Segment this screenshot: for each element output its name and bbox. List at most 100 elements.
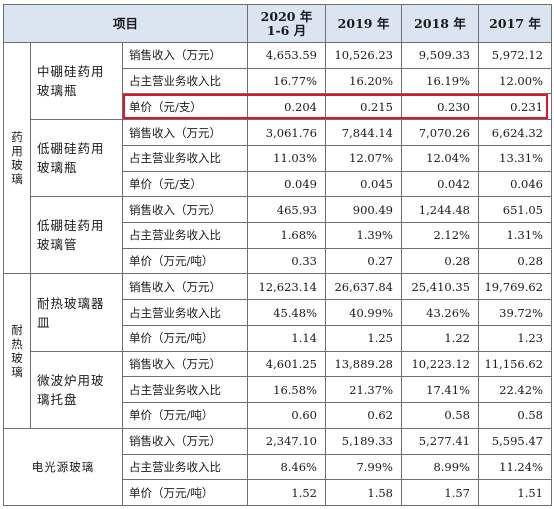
metric-label: 占主营业务收入比	[122, 376, 248, 404]
header-year: 2020 年 1-6 月	[247, 4, 326, 43]
header-year: 2017 年	[478, 4, 552, 43]
header-year-2020: 2020 年 1-6 月	[260, 8, 313, 38]
header-year-2019: 2019 年	[337, 15, 390, 31]
value-cell: 11,156.62	[478, 350, 552, 378]
value-cell: 8.99%	[401, 453, 479, 481]
value-cell: 1.22	[401, 324, 479, 352]
value-cell: 0.046	[478, 170, 552, 198]
category-cell: 药用玻璃	[3, 41, 31, 275]
value-cell: 0.27	[325, 247, 402, 275]
product-name: 微波炉用玻璃托盘	[30, 350, 123, 429]
metric-label: 单价（万元/吨）	[122, 402, 248, 429]
value-cell: 0.33	[247, 247, 326, 275]
value-cell: 651.05	[478, 196, 552, 224]
value-cell: 0.28	[401, 247, 479, 275]
value-cell: 45.48%	[247, 299, 326, 326]
category-cell: 耐热玻璃	[3, 273, 31, 429]
value-cell: 1.39%	[325, 222, 402, 249]
value-cell: 6,624.32	[478, 119, 552, 146]
header-row: 项目 2020 年 1-6 月 2019 年 2018 年 2017 年	[3, 4, 552, 43]
value-cell: 8.46%	[247, 453, 326, 481]
metric-label: 单价（万元/吨）	[122, 247, 248, 275]
value-cell: 12.04%	[401, 144, 479, 172]
value-cell: 465.93	[247, 196, 326, 224]
value-cell: 0.28	[478, 247, 552, 275]
metric-label: 占主营业务收入比	[122, 222, 248, 249]
value-cell: 2,347.10	[247, 427, 326, 455]
table-row: 电光源玻璃 销售收入（万元） 2,347.10 5,189.33 5,277.41 5,5…	[3, 427, 552, 507]
table-row: 占主营业务收入比 8.46% 7.99% 8.99% 11.24%	[4, 453, 552, 481]
metric-label: 销售收入（万元）	[122, 273, 248, 301]
header-year: 2018 年	[401, 4, 479, 43]
category-label: 电光源玻璃	[31, 459, 95, 474]
value-cell: 1.31%	[478, 222, 552, 249]
header-year-2017: 2017 年	[489, 15, 541, 31]
table-row: 药用玻璃 中硼硅药用玻璃瓶 销售收入（万元） 4,653.59 10,526.23 9,5…	[3, 41, 552, 275]
value-cell: 4,601.25	[247, 350, 326, 378]
value-cell: 39.72%	[478, 299, 552, 326]
value-cell: 11.24%	[478, 453, 552, 481]
metric-label: 占主营业务收入比	[122, 67, 248, 95]
metric-label: 占主营业务收入比	[122, 453, 248, 481]
value-cell: 16.58%	[247, 376, 326, 404]
value-cell: 12.00%	[478, 67, 552, 95]
metric-label: 占主营业务收入比	[122, 144, 248, 172]
value-cell: 25,410.35	[401, 273, 479, 301]
table-row: 占主营业务收入比 1.68% 1.39% 2.12% 1.31%	[4, 222, 552, 249]
value-cell: 4,653.59	[247, 42, 326, 69]
value-cell: 1.14	[247, 324, 326, 352]
value-cell: 43.26%	[401, 299, 479, 326]
value-cell: 0.58	[478, 402, 552, 429]
value-cell: 9,509.33	[401, 42, 479, 69]
value-cell: 10,526.23	[325, 42, 402, 69]
value-cell: 3,061.76	[247, 119, 326, 146]
value-cell: 12.07%	[325, 144, 402, 172]
value-cell: 0.62	[325, 402, 402, 429]
value-cell: 13,889.28	[325, 350, 402, 378]
value-cell: 1.51	[478, 479, 552, 506]
value-cell: 16.77%	[247, 67, 326, 95]
table-row: 耐热玻璃 耐热玻璃器皿 销售收入（万元） 12,623.14 26,637.84 25,4…	[3, 273, 552, 429]
value-cell: 0.042	[401, 170, 479, 198]
value-cell: 1.57	[401, 479, 479, 506]
metric-label: 占主营业务收入比	[122, 299, 248, 326]
value-cell: 2.12%	[401, 222, 479, 249]
value-cell: 900.49	[325, 196, 402, 224]
table-row: 单价（万元/吨） 0.60 0.62 0.58 0.58	[4, 402, 552, 429]
value-cell: 19,769.62	[478, 273, 552, 301]
value-cell: 1.58	[325, 479, 402, 506]
value-cell: 7.99%	[325, 453, 402, 481]
value-cell: 0.045	[325, 170, 402, 198]
value-cell: 5,595.47	[478, 427, 552, 455]
value-cell: 0.231	[478, 93, 552, 121]
value-cell: 16.20%	[325, 67, 402, 95]
value-cell: 21.37%	[325, 376, 402, 404]
sales-data-table: 项目 2020 年 1-6 月 2019 年 2018 年 2017 年 药用玻…	[3, 4, 552, 507]
value-cell: 0.58	[401, 402, 479, 429]
product-name: 耐热玻璃器皿	[30, 273, 123, 352]
value-cell: 26,637.84	[325, 273, 402, 301]
table-row: 单价（万元/吨） 1.52 1.58 1.57 1.51	[4, 479, 552, 506]
table-row: 单价（元/支） 0.049 0.045 0.042 0.046	[4, 170, 552, 198]
value-cell: 12,623.14	[247, 273, 326, 301]
metric-label: 销售收入（万元）	[122, 427, 248, 455]
table-row: 占主营业务收入比 11.03% 12.07% 12.04% 13.31%	[4, 144, 552, 172]
value-cell: 1,244.48	[401, 196, 479, 224]
value-cell: 40.99%	[325, 299, 402, 326]
value-cell: 1.52	[247, 479, 326, 506]
value-cell: 10,223.12	[401, 350, 479, 378]
product-name: 低硼硅药用玻璃瓶	[30, 119, 123, 198]
value-cell: 16.19%	[401, 67, 479, 95]
value-cell: 5,972.12	[478, 42, 552, 69]
metric-label: 销售收入（万元）	[122, 42, 248, 69]
metric-label: 销售收入（万元）	[122, 119, 248, 146]
header-item: 项目	[3, 4, 248, 43]
table-row: 占主营业务收入比 16.58% 21.37% 17.41% 22.42%	[4, 376, 552, 404]
metric-label: 单价（元/支）	[122, 93, 248, 121]
header-year-2018: 2018 年	[414, 15, 466, 31]
metric-label: 销售收入（万元）	[122, 350, 248, 378]
table-row: 低硼硅药用玻璃管 销售收入（万元） 465.93 900.49 1,244.48 651.…	[4, 196, 552, 275]
value-cell: 7,844.14	[325, 119, 402, 146]
value-cell: 11.03%	[247, 144, 326, 172]
value-cell: 22.42%	[478, 376, 552, 404]
